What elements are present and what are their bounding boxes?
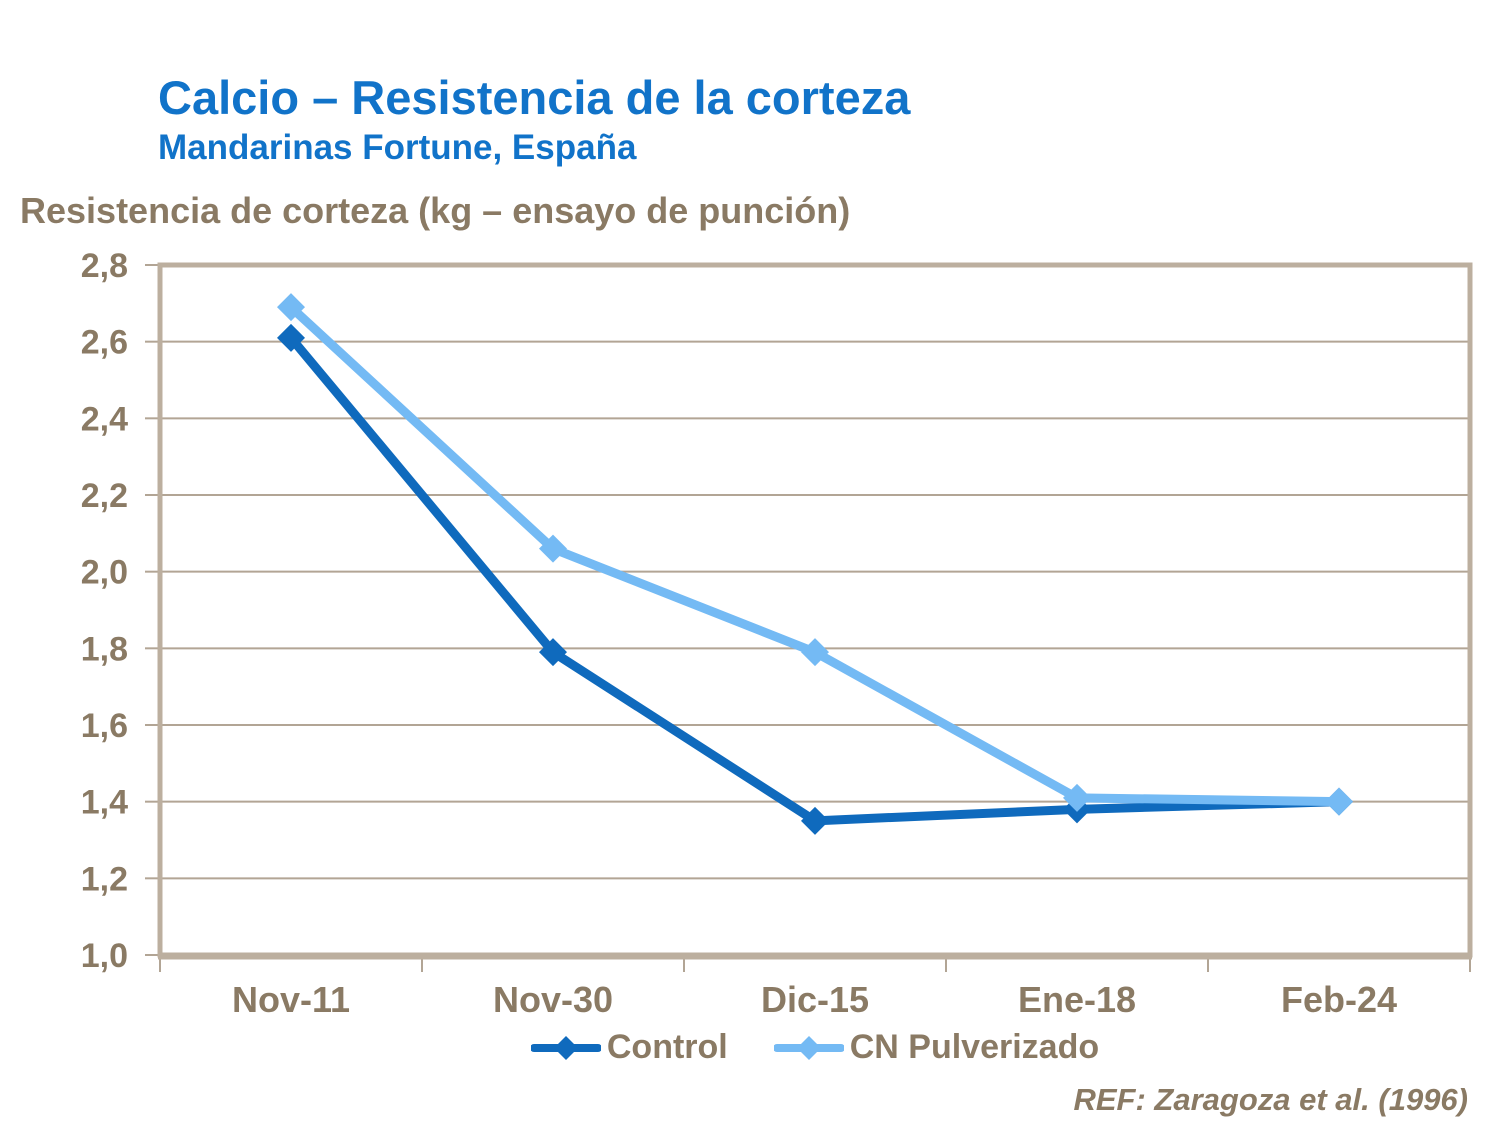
control-data-point [277, 323, 305, 352]
x-axis-label: Dic-15 [761, 979, 869, 1020]
y-axis-label: 1,2 [81, 860, 128, 898]
y-axis-label: 1,4 [81, 784, 128, 822]
y-axis-label: 2,6 [81, 324, 128, 362]
y-axis-label: 1,6 [81, 707, 128, 745]
cn-pulverizado-series-line [286, 302, 1344, 807]
cn-pulverizado-data-point [1063, 783, 1091, 812]
page-subtitle: Mandarinas Fortune, España [158, 128, 637, 167]
cn-pulverizado-data-point [539, 534, 567, 563]
control-data-point [801, 806, 829, 835]
y-axis-label: 2,4 [81, 400, 128, 438]
x-axis-label: Nov-30 [493, 979, 613, 1020]
control-data-point [539, 638, 567, 667]
legend-item-cn-pulverizado: CN Pulverizado [773, 1028, 1100, 1067]
legend-item-control: Control [530, 1028, 728, 1067]
x-axis-label: Feb-24 [1281, 979, 1397, 1020]
reference-note: REF: Zaragoza et al. (1996) [1073, 1082, 1468, 1117]
y-axis-label: 1,0 [81, 937, 128, 975]
page-title: Calcio – Resistencia de la corteza [158, 71, 911, 124]
chart-legend: Control CN Pulverizado [160, 1028, 1470, 1067]
cn-pulverizado-data-point [1325, 787, 1353, 816]
legend-diamond [553, 1035, 578, 1060]
cn-pulverizado-data-point [801, 638, 829, 667]
legend-label: CN Pulverizado [849, 1028, 1100, 1066]
y-axis-label: 2,0 [81, 554, 128, 592]
control-series-line [286, 333, 1344, 826]
legend-label: Control [606, 1028, 728, 1066]
y-axis-title: Resistencia de corteza (kg – ensayo de p… [20, 190, 851, 231]
y-axis-label: 1,8 [81, 630, 128, 668]
cn-pulverizado-data-point [277, 293, 305, 322]
x-axis-label: Ene-18 [1018, 979, 1136, 1020]
y-axis-label: 2,2 [81, 477, 128, 515]
x-axis-label: Nov-11 [232, 979, 350, 1020]
legend-diamond [796, 1035, 821, 1060]
cn-pulverizado-series-marker-icon [773, 1035, 844, 1060]
y-axis-label: 2,8 [81, 247, 128, 285]
control-series-marker-icon [530, 1035, 601, 1060]
